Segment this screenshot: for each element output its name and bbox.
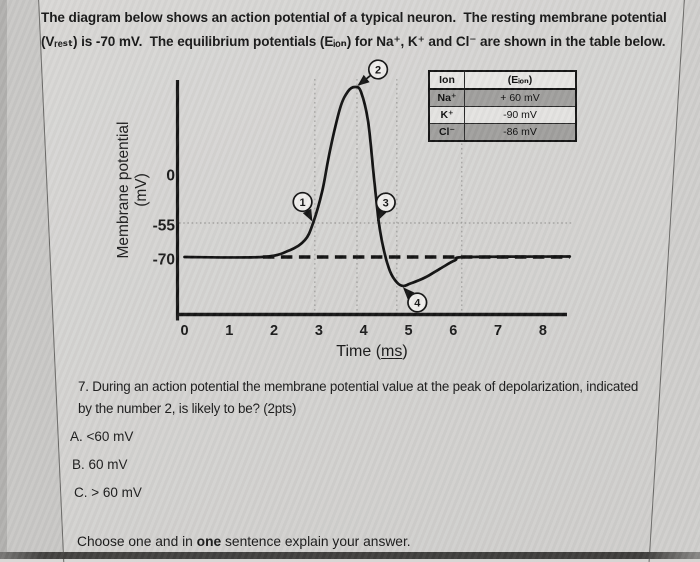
annotation-number-2: 2	[375, 64, 381, 76]
ion-potential: + 60 mV	[464, 88, 577, 107]
annotation-circle-1	[292, 191, 313, 213]
ion-name: Cl⁻	[428, 123, 465, 142]
page-right-margin-shade	[649, 0, 700, 559]
answer-options: A. <60 mV B. 60 mV C. > 60 mV	[70, 429, 142, 513]
x-tick-label: 5	[404, 323, 412, 339]
ion-potential: -90 mV	[464, 106, 577, 124]
ion-name: Na⁺	[428, 88, 465, 107]
y-tick-label: 0	[166, 168, 175, 185]
option-c: C. > 60 mV	[74, 485, 142, 500]
scan-left-strip	[0, 0, 7, 559]
x-tick-label: 4	[360, 323, 368, 339]
x-tick-label: 0	[180, 323, 188, 339]
option-a: A. <60 mV	[70, 429, 134, 444]
annotation-circle-2	[367, 59, 389, 80]
intro-line-1: The diagram below shows an action potent…	[41, 10, 667, 25]
instruction-bold-one: one	[196, 534, 222, 549]
instruction-post: sentence explain your answer.	[221, 534, 411, 549]
eion-column-header: (Eᵢₒₙ)	[464, 70, 577, 90]
x-axis-title-ms-underlined: ms	[381, 343, 403, 360]
x-tick-label: 8	[539, 323, 547, 339]
annotation-circle-3	[375, 192, 396, 213]
table-header-row: Ion (Eᵢₒₙ)	[428, 70, 577, 90]
annotation-number-3: 3	[383, 197, 389, 209]
annotation-circle-4	[407, 292, 428, 313]
x-tick-label: 2	[270, 323, 278, 339]
x-tick-label: 7	[494, 323, 502, 339]
intro-paragraph: The diagram below shows an action potent…	[41, 6, 667, 53]
annotation-arrow-1	[302, 208, 313, 222]
page-left-margin-shade	[0, 0, 64, 559]
scan-bottom-shadow	[0, 552, 700, 559]
x-axis-title: Time (ms)	[272, 343, 472, 361]
x-tick-label: 6	[449, 323, 457, 339]
ion-name: K⁺	[428, 106, 465, 124]
instruction-line: Choose one and in one sentence explain y…	[77, 534, 411, 549]
annotation-arrow-4	[402, 287, 415, 300]
option-b: B. 60 mV	[72, 457, 128, 472]
table-row-chloride: Cl⁻ -86 mV	[428, 123, 577, 142]
x-axis-title-text: Time (	[336, 343, 382, 360]
table-row-sodium: Na⁺ + 60 mV	[428, 88, 577, 107]
y-tick-label: -55	[153, 218, 176, 235]
annotation-arrow-2	[357, 74, 371, 86]
question-line-1: 7. During an action potential the membra…	[78, 379, 639, 394]
x-tick-label: 1	[225, 323, 233, 339]
question-7: 7. During an action potential the membra…	[78, 376, 638, 419]
instruction-pre: Choose one and in	[77, 534, 197, 549]
ion-potential: -86 mV	[464, 123, 577, 142]
action-potential-chart: 0 1 2 3 4 5 6 7 8 0 -55 -70 1 2 3 4	[153, 59, 573, 339]
ion-column-header: Ion	[428, 70, 465, 90]
annotation-number-4: 4	[414, 297, 421, 309]
intro-line-2: (Vᵣₑₛₜ) is -70 mV. The equilibrium poten…	[41, 33, 666, 49]
annotation-number-1: 1	[300, 197, 306, 209]
table-row-potassium: K⁺ -90 mV	[428, 106, 577, 124]
action-potential-curve	[183, 85, 572, 288]
question-line-2: by the number 2, is likely to be? (2pts)	[78, 400, 297, 416]
annotation-arrow-3	[376, 208, 387, 222]
x-axis-title-close: )	[402, 343, 408, 360]
x-tick-label: 3	[315, 323, 323, 339]
y-tick-label: -70	[153, 252, 175, 269]
ion-equilibrium-table: Ion (Eᵢₒₙ) Na⁺ + 60 mV K⁺ -90 mV Cl⁻ -86…	[428, 70, 577, 142]
